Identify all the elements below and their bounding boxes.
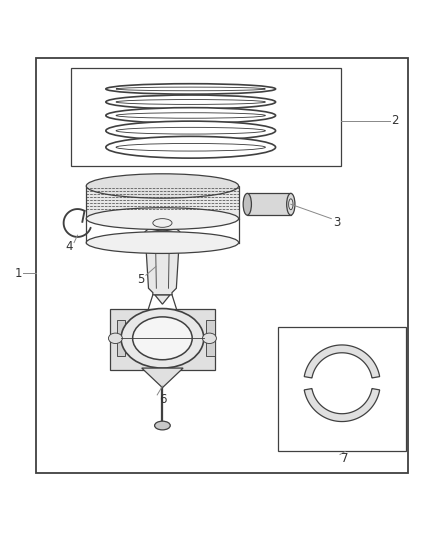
Ellipse shape [121,309,204,368]
Bar [247,193,291,215]
Ellipse shape [116,127,265,134]
Ellipse shape [155,421,170,430]
Polygon shape [304,345,380,378]
Ellipse shape [289,199,293,209]
Polygon shape [145,228,180,295]
Ellipse shape [116,143,265,151]
Ellipse shape [86,208,239,230]
Ellipse shape [202,333,216,344]
Ellipse shape [86,174,239,198]
Ellipse shape [287,193,295,215]
Bar [71,68,341,166]
Ellipse shape [109,333,122,344]
Ellipse shape [116,100,265,104]
Ellipse shape [106,121,276,140]
Polygon shape [304,389,380,422]
Polygon shape [155,295,170,304]
Polygon shape [142,368,183,387]
Text: 1: 1 [14,266,21,279]
Text: 2: 2 [392,114,399,127]
Bar [206,320,215,356]
Text: 4: 4 [65,240,73,253]
Ellipse shape [145,215,180,231]
Ellipse shape [116,113,265,118]
Bar [117,320,125,356]
Ellipse shape [106,108,276,123]
Text: 5: 5 [137,273,145,286]
Bar [36,58,408,473]
Text: 3: 3 [333,216,340,230]
Text: 6: 6 [159,393,166,406]
Ellipse shape [153,219,172,228]
Bar [86,186,239,219]
Bar [110,309,215,370]
Ellipse shape [106,95,276,109]
Ellipse shape [86,232,239,254]
Ellipse shape [106,84,276,94]
Ellipse shape [106,136,276,158]
Bar [278,327,406,451]
Ellipse shape [116,87,265,91]
Ellipse shape [133,317,192,360]
Ellipse shape [243,193,251,215]
Text: 7: 7 [342,453,349,465]
